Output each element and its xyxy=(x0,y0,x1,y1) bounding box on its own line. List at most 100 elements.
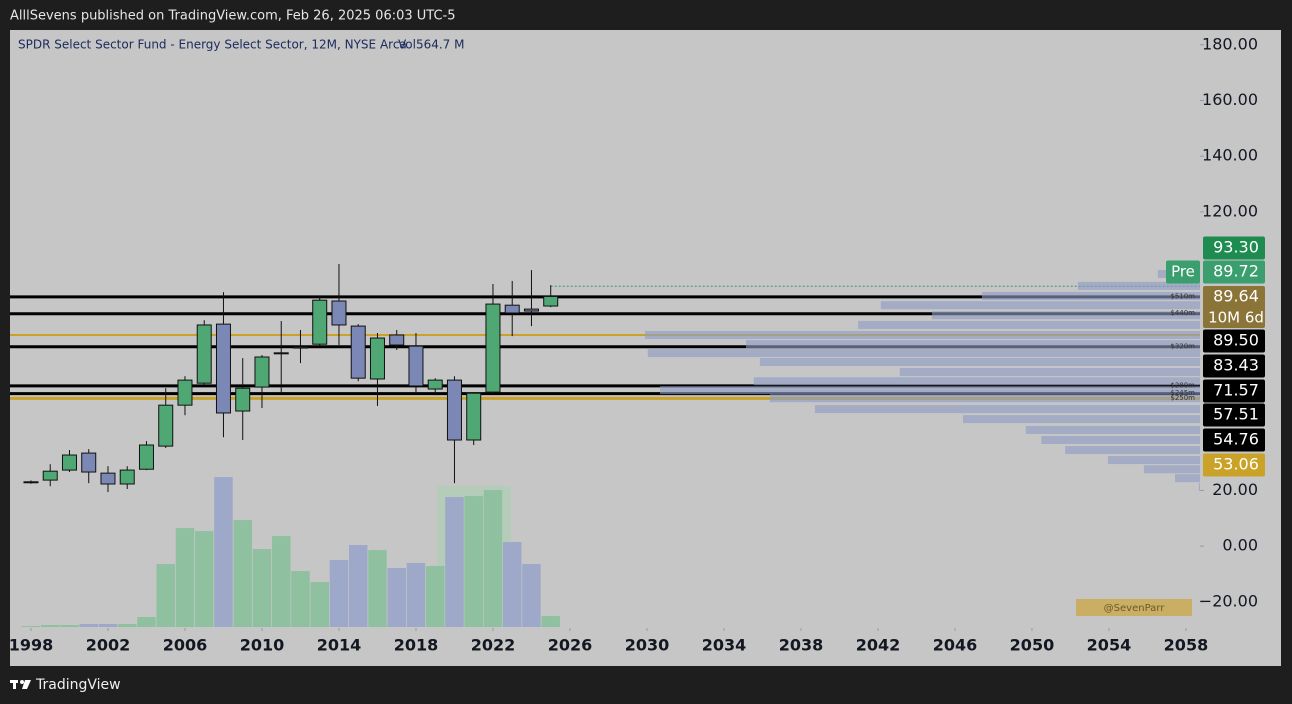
volume-bar xyxy=(98,624,118,627)
x-tick-label: 2010 xyxy=(240,636,285,655)
price-tag xyxy=(1203,329,1265,353)
prefix-box xyxy=(1166,260,1200,284)
candle-body xyxy=(369,337,385,380)
plot: $510m $440m $320m $280m$245m$250m xyxy=(10,44,1204,631)
profile-bar xyxy=(753,377,1200,386)
candle-body xyxy=(23,481,39,484)
profile-bar xyxy=(1077,281,1200,290)
y-tick-label: 180.00 xyxy=(1202,34,1258,53)
candle-body xyxy=(138,444,154,470)
price-tag-label: 57.51 xyxy=(1213,405,1259,424)
watermark-box xyxy=(1076,599,1192,616)
volume-bar xyxy=(21,626,41,627)
profile-bar xyxy=(746,340,1200,349)
candle-body xyxy=(523,308,539,312)
volume-legend: Vol564.7 M xyxy=(398,38,464,52)
x-tick-label: 2026 xyxy=(548,636,593,655)
profile-bar xyxy=(1175,474,1200,483)
price-tag xyxy=(1203,379,1265,403)
candle-body xyxy=(350,325,366,379)
candle-body xyxy=(292,346,308,349)
volume-bar xyxy=(348,545,368,627)
profile-bar xyxy=(1143,465,1200,474)
price-tag-sub: 10M 6d xyxy=(1208,309,1264,327)
watermark: @SevenParr xyxy=(1104,603,1166,614)
level-tag: $440m xyxy=(1170,309,1195,317)
volume-bar xyxy=(464,496,483,627)
volume-bar xyxy=(310,582,329,627)
profile-bar xyxy=(759,358,1200,367)
x-tick-label: 2058 xyxy=(1164,636,1209,655)
volume-bar xyxy=(233,520,252,627)
volume-bar xyxy=(117,624,137,627)
candle-body xyxy=(100,472,116,485)
price-tag-prefix: Pre xyxy=(1171,263,1195,281)
profile-bar xyxy=(1025,425,1200,434)
logo xyxy=(10,680,31,689)
candle-body xyxy=(504,304,520,314)
volume-bar xyxy=(194,531,214,627)
level-tag: $250m xyxy=(1170,394,1195,402)
profile-bar xyxy=(899,368,1200,377)
x-tick-label: 2038 xyxy=(779,636,824,655)
profile-bar xyxy=(1065,446,1200,455)
x-tick-label: 2046 xyxy=(933,636,978,655)
profile-bar xyxy=(880,301,1200,310)
profile-bar xyxy=(659,386,1200,395)
candle-body xyxy=(446,379,462,441)
volume-bar xyxy=(387,568,406,627)
y-tick-label: 0.00 xyxy=(1222,536,1258,555)
volume-bar xyxy=(79,624,98,627)
price-tag-label: 71.57 xyxy=(1213,381,1259,400)
profile-bar xyxy=(814,405,1200,414)
candle-body xyxy=(61,454,77,471)
price-tag xyxy=(1203,236,1265,260)
candle-body xyxy=(177,379,193,406)
volume-bar xyxy=(60,624,79,627)
candle-body xyxy=(235,387,251,412)
price-tag xyxy=(1203,453,1265,477)
volume-bar xyxy=(483,490,503,627)
profile-bar xyxy=(1198,483,1200,492)
volume-bar xyxy=(406,563,426,627)
price-tag xyxy=(1203,286,1265,328)
volume-bar xyxy=(175,528,195,627)
x-tick-label: 2054 xyxy=(1087,636,1132,655)
x-tick-label: 2018 xyxy=(394,636,439,655)
volume-bar xyxy=(329,560,349,627)
price-tag-label: 54.76 xyxy=(1213,430,1259,449)
x-tick-label: 1998 xyxy=(9,636,54,655)
profile-bar xyxy=(1107,456,1200,465)
y-tick-label: 140.00 xyxy=(1202,146,1258,165)
volume-bar xyxy=(252,549,272,627)
volume-bar xyxy=(541,615,560,627)
volume-bar xyxy=(368,550,387,627)
candle-body xyxy=(389,334,405,346)
x-tick-label: 2042 xyxy=(856,636,901,655)
candle-body xyxy=(196,324,212,384)
level-tag: $245m xyxy=(1170,389,1195,397)
price-tag-label: 53.06 xyxy=(1213,455,1259,474)
logo-shape xyxy=(22,680,31,689)
profile-bar xyxy=(931,311,1200,320)
x-tick-label: 2030 xyxy=(625,636,670,655)
price-tag-label: 93.30 xyxy=(1213,238,1259,257)
y-tick-label: −20.00 xyxy=(1199,591,1258,610)
y-tick-label: 120.00 xyxy=(1202,201,1258,220)
x-tick-label: 2014 xyxy=(317,636,362,655)
level-tag: $320m xyxy=(1170,342,1195,350)
volume-bar xyxy=(445,497,464,627)
volume-bar xyxy=(502,542,522,627)
y-tick-label: 20.00 xyxy=(1212,480,1258,499)
level-tag: $280m xyxy=(1170,381,1195,389)
candle-body xyxy=(485,303,501,393)
y-tick-label: 160.00 xyxy=(1202,90,1258,109)
candle-body xyxy=(42,470,58,481)
price-tag xyxy=(1203,403,1265,427)
volume-bar xyxy=(214,477,233,627)
candle-body xyxy=(273,352,289,355)
profile-bar xyxy=(645,330,1200,339)
candle-body xyxy=(331,300,347,326)
